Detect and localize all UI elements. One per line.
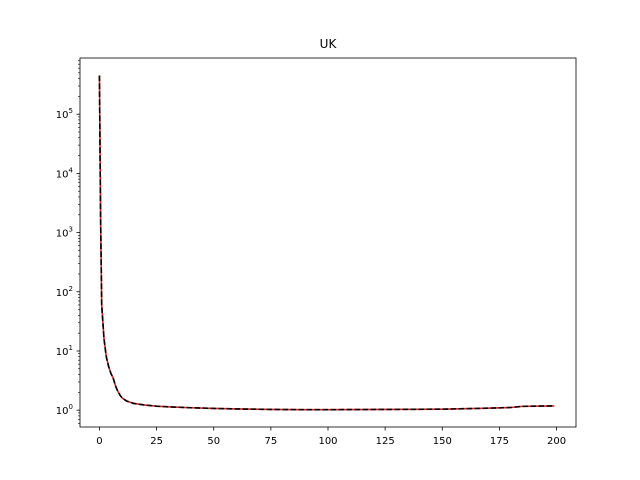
y-tick-label: 100	[56, 403, 73, 417]
x-tick-label: 125	[376, 436, 395, 447]
y-tick-label: 101	[56, 344, 73, 358]
x-axis: 0 25 50 75 100 125 150 175 200	[96, 427, 566, 447]
x-tick-label: 150	[433, 436, 452, 447]
series-line-2	[98, 75, 555, 411]
plot-area	[98, 75, 555, 411]
x-tick-label: 100	[318, 436, 337, 447]
chart-title: UK	[320, 37, 338, 51]
y-tick-label: 102	[56, 285, 73, 299]
x-tick-label: 200	[547, 436, 566, 447]
x-tick-label: 25	[150, 436, 163, 447]
y-tick-label: 103	[56, 226, 73, 240]
x-tick-label: 75	[264, 436, 277, 447]
x-tick-label: 50	[207, 436, 220, 447]
x-tick-label: 175	[490, 436, 509, 447]
axes-frame	[79, 57, 577, 428]
y-tick-label: 104	[56, 166, 74, 180]
y-tick-label: 105	[56, 107, 73, 121]
x-tick-label: 0	[96, 436, 102, 447]
